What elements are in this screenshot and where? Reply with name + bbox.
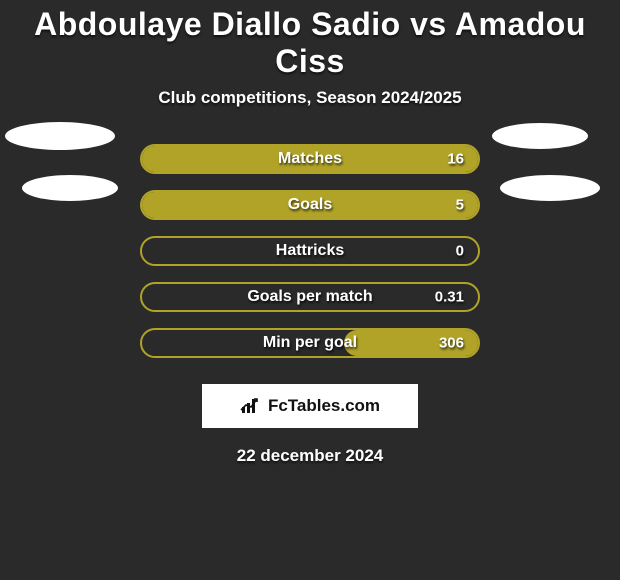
stat-pill: Goals 5 — [140, 190, 480, 220]
stat-label: Min per goal — [263, 334, 357, 352]
stat-pill: Matches 16 — [140, 144, 480, 174]
stat-value: 16 — [447, 151, 464, 168]
stat-row: Min per goal 306 — [0, 320, 620, 366]
stat-label: Goals — [288, 196, 332, 214]
stat-pill: Goals per match 0.31 — [140, 282, 480, 312]
stat-pill: Min per goal 306 — [140, 328, 480, 358]
photo-placeholder-ellipse — [22, 175, 118, 201]
stat-value: 5 — [456, 197, 464, 214]
page-title: Abdoulaye Diallo Sadio vs Amadou Ciss — [10, 6, 610, 80]
stat-row: Goals per match 0.31 — [0, 274, 620, 320]
stat-label: Matches — [278, 150, 342, 168]
stat-row: Hattricks 0 — [0, 228, 620, 274]
photo-placeholder-ellipse — [5, 122, 115, 150]
stat-label: Hattricks — [276, 242, 344, 260]
comparison-infographic: Abdoulaye Diallo Sadio vs Amadou Ciss Cl… — [0, 0, 620, 580]
stat-value: 0 — [456, 243, 464, 260]
source-badge: FcTables.com — [202, 384, 418, 428]
source-badge-text: FcTables.com — [268, 396, 380, 416]
stat-rows: Matches 16 Goals 5 Hattricks 0 Goals per match… — [0, 136, 620, 366]
stat-label: Goals per match — [247, 288, 372, 306]
page-subtitle: Club competitions, Season 2024/2025 — [0, 88, 620, 108]
stat-value: 306 — [439, 335, 464, 352]
photo-placeholder-ellipse — [492, 123, 588, 149]
stat-value: 0.31 — [435, 289, 464, 306]
date-text: 22 december 2024 — [0, 446, 620, 466]
chart-icon — [240, 397, 262, 415]
photo-placeholder-ellipse — [500, 175, 600, 201]
stat-pill: Hattricks 0 — [140, 236, 480, 266]
